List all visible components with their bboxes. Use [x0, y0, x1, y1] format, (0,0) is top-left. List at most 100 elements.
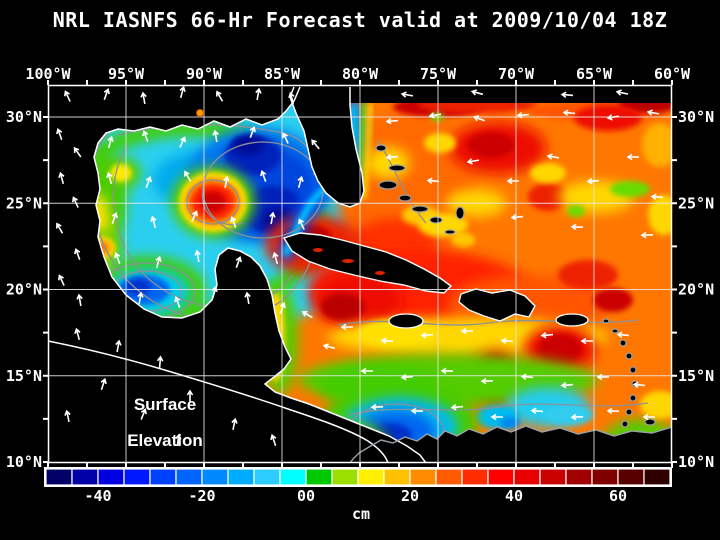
- current-vector: [235, 255, 242, 268]
- lon-label: 95°W: [108, 65, 145, 83]
- lat-label-left: 15°N: [6, 367, 42, 385]
- current-vector: [64, 90, 71, 102]
- lon-label: 80°W: [342, 65, 379, 83]
- current-vector: [615, 89, 629, 96]
- current-vector: [385, 117, 399, 125]
- small-island: [619, 339, 627, 347]
- land-western: [48, 85, 426, 463]
- current-vector: [640, 231, 654, 239]
- island-lowland-patch: [313, 248, 323, 252]
- contour-line: [347, 402, 649, 416]
- lon-label: 90°W: [186, 65, 223, 83]
- current-vector: [616, 331, 630, 339]
- small-island: [611, 328, 619, 334]
- colorbar-segment: [357, 468, 385, 486]
- current-vector: [72, 196, 79, 208]
- current-vector: [64, 409, 71, 423]
- current-vector: [606, 407, 620, 415]
- colorbar-frame: [44, 467, 672, 487]
- annotation-elevation: Elevation: [127, 431, 203, 450]
- contour-line: [337, 319, 639, 326]
- current-vector: [490, 413, 503, 421]
- small-island: [625, 352, 633, 360]
- current-vector: [282, 132, 289, 144]
- current-vector: [223, 175, 230, 189]
- colorbar-segment: [123, 468, 151, 486]
- land-cuba: [284, 233, 451, 293]
- current-vector: [76, 293, 83, 307]
- current-vector: [580, 337, 593, 345]
- colorbar-segment: [591, 468, 619, 486]
- current-vector: [186, 389, 194, 402]
- island-lowland-patch: [342, 259, 354, 263]
- colorbar-segment: [97, 468, 125, 486]
- current-vector: [385, 153, 399, 161]
- current-vector: [298, 218, 305, 230]
- colorbar-label: 40: [505, 487, 523, 505]
- current-vector: [137, 291, 144, 305]
- current-vector: [103, 87, 110, 100]
- colorbar-segment: [71, 468, 99, 486]
- current-vector: [260, 169, 267, 182]
- lat-label-left: 30°N: [6, 108, 42, 126]
- land-atl-top: [348, 85, 672, 102]
- current-vector: [472, 115, 485, 122]
- current-vector: [440, 367, 454, 375]
- colorbar-segment: [643, 468, 671, 486]
- field-strip: [361, 103, 373, 200]
- current-vector: [586, 177, 600, 185]
- current-vector: [179, 136, 186, 148]
- colorbar-segment: [383, 468, 411, 486]
- current-vector: [596, 373, 609, 381]
- current-vector: [520, 373, 534, 381]
- current-vector: [142, 129, 149, 142]
- lon-label: 85°W: [264, 65, 301, 83]
- small-island: [621, 420, 629, 428]
- current-vector: [466, 158, 480, 165]
- small-island: [378, 180, 398, 190]
- field-blob: [567, 205, 585, 217]
- field-blob: [530, 163, 566, 183]
- contour-ring: [202, 141, 324, 239]
- lat-label-left: 10°N: [6, 453, 42, 471]
- current-vector: [270, 433, 277, 447]
- current-vector: [510, 213, 524, 221]
- colorbar-unit-label: cm: [352, 505, 370, 523]
- current-vector: [370, 403, 384, 411]
- colorbar-segment: [201, 468, 229, 486]
- field-blob: [110, 164, 132, 182]
- current-vector: [115, 339, 122, 353]
- current-vector: [626, 153, 639, 161]
- current-vector: [74, 247, 81, 260]
- island: [388, 313, 424, 329]
- coastline-gray: [349, 425, 672, 463]
- current-vector: [58, 274, 65, 286]
- small-island: [625, 408, 633, 416]
- island: [555, 313, 589, 327]
- small-island: [429, 216, 443, 224]
- small-island: [602, 318, 610, 324]
- field-blob: [467, 132, 515, 158]
- current-vector: [230, 215, 237, 228]
- current-vector: [194, 249, 201, 263]
- current-vector: [480, 377, 494, 385]
- current-vector: [301, 310, 313, 319]
- colorbar-segment: [565, 468, 593, 486]
- current-vector: [183, 170, 192, 182]
- current-vector: [155, 255, 162, 269]
- current-vector: [140, 91, 147, 105]
- colorbar: -40 -20 00 20 40 60: [44, 467, 672, 505]
- current-vector: [175, 433, 182, 447]
- small-island: [375, 144, 387, 152]
- current-vector: [111, 211, 118, 224]
- current-vector: [650, 193, 664, 201]
- field-blob: [321, 293, 365, 321]
- field-blob: [640, 391, 672, 419]
- map-frame: [47, 84, 673, 464]
- field-blob: [543, 405, 593, 425]
- current-vector: [606, 114, 620, 121]
- current-vector: [420, 331, 434, 339]
- current-vector: [288, 91, 295, 105]
